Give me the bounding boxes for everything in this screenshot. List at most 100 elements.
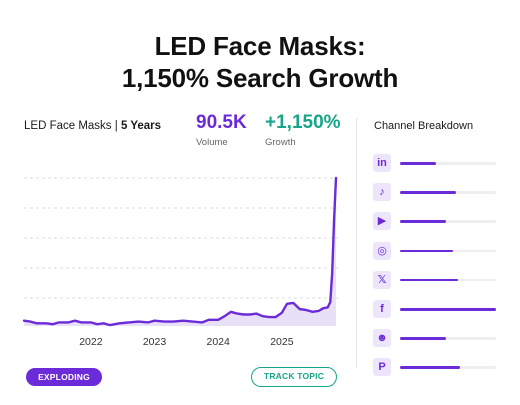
track-topic-button[interactable]: TRACK TOPIC xyxy=(251,367,337,387)
data-point-39 xyxy=(311,311,313,313)
channel-bar-track xyxy=(400,308,496,311)
data-point-22 xyxy=(201,321,203,323)
channel-breakdown-title: Channel Breakdown xyxy=(374,120,474,132)
channel-row-pinterest: P xyxy=(373,358,499,377)
data-point-35 xyxy=(286,303,288,305)
instagram-icon: ◎ xyxy=(373,241,391,260)
x-icon: 𝕏 xyxy=(373,270,391,289)
x-tick-label-2025: 2025 xyxy=(270,336,294,348)
channel-bar-fill xyxy=(400,249,453,253)
topic-label: LED Face Masks | 5 Years xyxy=(24,120,161,132)
data-point-7 xyxy=(74,320,76,322)
data-point-37 xyxy=(299,308,301,310)
data-point-31 xyxy=(262,315,264,317)
data-point-4 xyxy=(52,323,54,325)
trend-area xyxy=(24,178,336,326)
channel-bar-track xyxy=(400,249,496,253)
topic-name: LED Face Masks | xyxy=(24,120,118,132)
title-line-1: LED Face Masks: xyxy=(154,31,366,61)
tiktok-icon: ♪ xyxy=(373,183,391,202)
topic-period: 5 Years xyxy=(120,120,162,132)
data-point-19 xyxy=(173,321,175,323)
data-point-29 xyxy=(249,314,251,316)
data-point-30 xyxy=(255,313,257,315)
data-point-40 xyxy=(318,310,320,312)
data-point-14 xyxy=(128,321,130,323)
data-point-28 xyxy=(243,314,245,316)
data-point-34 xyxy=(281,312,283,314)
channel-bar-track xyxy=(400,191,496,194)
channel-bar-track xyxy=(400,220,496,223)
pinterest-icon: P xyxy=(373,358,391,377)
x-tick-label-2022: 2022 xyxy=(79,336,103,348)
data-point-25 xyxy=(224,315,226,317)
channel-bar-fill xyxy=(400,366,461,369)
data-point-5 xyxy=(58,321,60,323)
data-point-1 xyxy=(29,321,31,323)
channel-row-tiktok: ♪ xyxy=(373,183,499,202)
growth-metric: +1,150% Growth xyxy=(265,112,341,148)
channel-bar-track xyxy=(400,366,496,369)
data-point-36 xyxy=(292,302,294,304)
data-point-9 xyxy=(90,321,92,323)
chart-grid xyxy=(24,177,338,299)
data-point-13 xyxy=(119,322,121,324)
data-point-0 xyxy=(23,320,25,322)
data-point-21 xyxy=(192,321,194,323)
data-point-11 xyxy=(103,322,105,324)
exploding-badge-button[interactable]: EXPLODING xyxy=(26,368,102,386)
data-point-10 xyxy=(96,323,98,325)
volume-value: 90.5K xyxy=(196,112,247,133)
data-point-20 xyxy=(182,320,184,322)
data-point-44 xyxy=(331,272,333,274)
channel-bar-fill xyxy=(400,308,496,311)
channel-row-facebook: f xyxy=(373,300,499,318)
youtube-icon: ▶ xyxy=(373,212,391,231)
data-point-17 xyxy=(154,320,156,322)
data-point-24 xyxy=(217,319,219,321)
reddit-icon: ☻ xyxy=(373,329,391,348)
data-point-27 xyxy=(236,313,238,315)
data-point-6 xyxy=(68,321,70,323)
volume-metric: 90.5K Volume xyxy=(196,112,247,148)
data-point-41 xyxy=(322,307,324,309)
data-point-33 xyxy=(275,316,277,318)
channel-bar-track xyxy=(400,337,496,340)
data-point-46 xyxy=(335,177,337,179)
data-point-3 xyxy=(45,322,47,324)
growth-value: +1,150% xyxy=(265,112,341,133)
channel-bar-fill xyxy=(400,220,447,223)
channel-row-x: 𝕏 xyxy=(373,270,499,289)
data-point-23 xyxy=(208,319,210,321)
growth-label: Growth xyxy=(265,137,296,148)
channel-bar-track xyxy=(400,162,496,165)
channel-bar-track xyxy=(400,278,496,282)
linkedin-icon: in xyxy=(373,154,391,172)
channel-row-youtube: ▶ xyxy=(373,212,499,231)
data-point-43 xyxy=(329,301,331,303)
data-point-42 xyxy=(327,306,329,308)
channel-row-linkedin: in xyxy=(373,154,499,172)
channel-bar-fill xyxy=(400,191,456,194)
chart-header: LED Face Masks | 5 Years 90.5K Volume +1… xyxy=(24,112,344,152)
data-point-15 xyxy=(138,321,140,323)
facebook-icon: f xyxy=(373,300,391,318)
channel-bar-fill xyxy=(400,162,437,165)
data-point-2 xyxy=(36,322,38,324)
channel-bar-fill xyxy=(400,278,458,282)
data-point-8 xyxy=(80,321,82,323)
title-line-2: 1,150% Search Growth xyxy=(121,63,399,93)
volume-label: Volume xyxy=(196,137,228,148)
channel-row-reddit: ☻ xyxy=(373,329,499,348)
trend-line xyxy=(22,176,338,327)
panel-divider xyxy=(356,118,357,368)
data-point-32 xyxy=(268,316,270,318)
data-point-38 xyxy=(305,309,307,311)
data-point-12 xyxy=(109,324,111,326)
data-point-16 xyxy=(147,321,149,323)
channel-row-instagram: ◎ xyxy=(373,241,499,260)
x-tick-label-2024: 2024 xyxy=(206,336,230,348)
channel-bar-fill xyxy=(400,337,447,340)
data-point-18 xyxy=(163,321,165,323)
x-tick-label-2023: 2023 xyxy=(142,336,167,348)
